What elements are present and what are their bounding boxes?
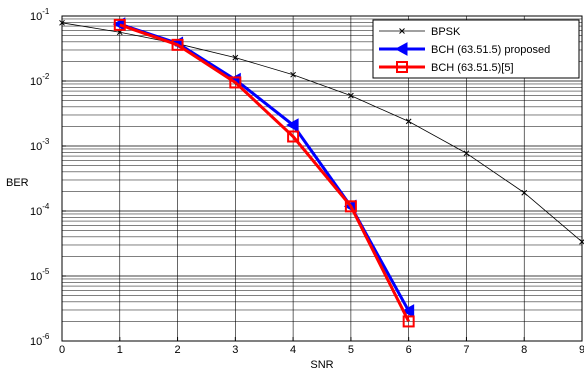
- data-point: [286, 118, 299, 132]
- data-point: [348, 92, 354, 99]
- data-point: [59, 19, 65, 26]
- marker-stroke: [463, 150, 470, 157]
- plot-frame: [61, 15, 583, 342]
- data-point: [290, 71, 296, 78]
- data-point: [463, 150, 470, 157]
- y-tick-label: 10-1: [30, 7, 50, 23]
- legend-label: BCH (63.51.5)[5]: [431, 62, 514, 74]
- x-tick-label: 3: [232, 344, 238, 356]
- legend-entry: BCH (63.51.5)[5]: [379, 61, 514, 74]
- series-line: [119, 23, 411, 323]
- data-point: [232, 54, 239, 61]
- data-point: [344, 200, 357, 213]
- marker-stroke: [348, 92, 354, 99]
- marker-stroke: [59, 19, 65, 26]
- x-tick-label: 5: [348, 344, 354, 356]
- marker-stroke: [521, 189, 528, 196]
- y-tick-label: 10-2: [30, 72, 50, 88]
- data-point: [402, 315, 415, 328]
- series-0: [59, 19, 584, 245]
- y-axis-label: BER: [6, 177, 29, 189]
- marker-stroke: [290, 71, 296, 78]
- series-line: [61, 22, 583, 243]
- x-tick-label: 9: [579, 344, 584, 356]
- legend-marker: [396, 61, 408, 73]
- data-point: [521, 189, 528, 196]
- x-tick-label: 1: [117, 344, 123, 356]
- data-point: [171, 38, 184, 51]
- data-point: [113, 18, 126, 31]
- y-tick-label: 10-6: [30, 332, 50, 348]
- x-tick-label: 7: [463, 344, 469, 356]
- data-point: [405, 118, 412, 125]
- marker-stroke: [399, 28, 405, 34]
- legend-entry: BPSK: [379, 26, 461, 38]
- y-tick-label: 10-4: [30, 202, 50, 218]
- axis-ticks: 0 1 2 3 4 5 6 7 8 9 10-6 10-5 10-4 10-3 10-2 10-1: [30, 7, 584, 356]
- series-layer: [59, 17, 584, 328]
- legend-entry: BCH (63.51.5) proposed: [379, 42, 550, 56]
- data-point: [229, 76, 242, 89]
- legend-label: BPSK: [431, 26, 461, 38]
- data-point: [401, 304, 415, 318]
- x-axis-label: SNR: [310, 359, 333, 371]
- series-2: [113, 18, 415, 328]
- data-point: [287, 130, 300, 143]
- x-tick-label: 0: [59, 344, 65, 356]
- legend: BPSK BCH (63.51.5) proposed BCH (63.51.5)[…: [372, 19, 580, 79]
- y-tick-label: 10-3: [30, 137, 50, 153]
- legend-label: BCH (63.51.5) proposed: [431, 44, 550, 56]
- y-tick-label: 10-5: [30, 267, 50, 283]
- x-tick-label: 6: [406, 344, 412, 356]
- x-tick-label: 2: [174, 344, 180, 356]
- x-tick-label: 4: [290, 344, 296, 356]
- x-tick-label: 8: [521, 344, 527, 356]
- legend-marker: [394, 42, 408, 56]
- marker-stroke: [232, 54, 239, 61]
- legend-marker: [399, 28, 405, 34]
- marker-stroke: [405, 118, 412, 125]
